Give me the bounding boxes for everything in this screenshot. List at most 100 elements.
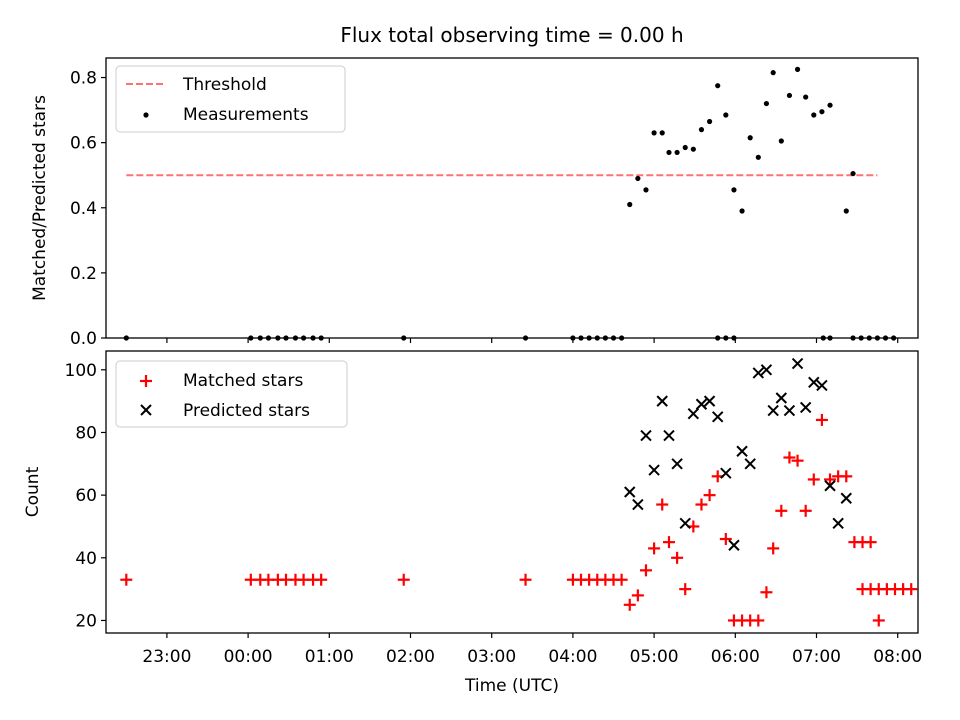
x-tick-label: 08:00	[873, 647, 922, 667]
predicted-star-point	[791, 357, 804, 370]
matched-star-point	[679, 583, 692, 596]
measurement-point	[827, 102, 833, 108]
measurement-point	[778, 138, 784, 144]
matched-star-point	[656, 498, 669, 511]
x-tick-label: 07:00	[792, 647, 841, 667]
matched-star-point	[760, 586, 773, 599]
bottom-axes-frame	[105, 350, 919, 634]
measurement-point	[690, 146, 696, 152]
predicted-star-point	[711, 411, 724, 423]
measurement-point	[770, 70, 776, 76]
top-y-axis-label: Matched/Predicted stars	[30, 95, 50, 301]
x-tick-label: 00:00	[224, 647, 273, 667]
measurement-point	[803, 94, 809, 100]
matched-star-point	[872, 614, 885, 627]
bottom-x-ticks: 23:00 00:00 01:00 02:00 03:00 04:00 05:00 06:00…	[142, 633, 922, 667]
matched-star-point	[639, 564, 652, 577]
measurement-point	[635, 175, 641, 182]
bottom-y-tick-label: 60	[75, 486, 97, 506]
matched-star-point	[815, 413, 828, 426]
measurement-point	[674, 149, 680, 156]
measurement-point	[731, 187, 737, 193]
x-tick-label: 05:00	[630, 647, 679, 667]
matched-star-point	[824, 473, 837, 486]
x-tick-label: 06:00	[711, 647, 760, 667]
legend-measurements-swatch	[143, 112, 149, 118]
predicted-star-point	[671, 458, 683, 470]
top-legend: Threshold Measurements	[115, 65, 346, 133]
matched-star-point	[623, 598, 636, 611]
measurement-point	[651, 130, 657, 136]
measurement-point	[747, 135, 753, 141]
measurement-point	[659, 130, 665, 136]
x-tick-label: 02:00	[386, 647, 435, 667]
matched-star-point	[872, 583, 885, 596]
x-tick-label: 01:00	[305, 647, 354, 667]
matched-star-point	[631, 589, 644, 602]
predicted-star-point	[744, 458, 756, 470]
matched-star-point	[120, 573, 133, 586]
predicted-star-point	[728, 539, 740, 551]
bottom-panel: 20 40 60 80 100 23:00 00:00 01:00 02:00 03:00 04:…	[23, 350, 922, 696]
bottom-marks	[120, 357, 918, 627]
measurement-point	[819, 109, 825, 115]
x-tick-label: 23:00	[142, 647, 191, 667]
matched-star-point	[799, 504, 812, 517]
matched-star-point	[767, 542, 780, 555]
matched-star-point	[671, 551, 684, 564]
legend-predicted-label: Predicted stars	[183, 401, 310, 421]
predicted-star-point	[632, 498, 644, 511]
top-x-ticks	[166, 338, 899, 343]
predicted-star-point	[648, 464, 660, 476]
predicted-star-point	[679, 517, 691, 530]
measurement-point	[715, 83, 721, 89]
bottom-y-tick-label: 20	[75, 611, 97, 631]
measurement-point	[811, 112, 817, 118]
legend-threshold-label: Threshold	[182, 75, 267, 95]
measurement-point	[723, 112, 729, 118]
measurement-point	[627, 201, 633, 208]
measurement-point	[698, 127, 705, 133]
top-y-tick-label: 0.8	[70, 69, 97, 89]
matched-star-point	[791, 454, 804, 467]
top-y-tick-label: 0.4	[70, 199, 97, 219]
bottom-y-axis-label: Count	[23, 466, 43, 517]
matched-star-point	[662, 536, 675, 549]
top-y-tick-label: 0.0	[70, 329, 97, 349]
top-panel: 0.00.20.40.60.8 Matched/Predicted stars …	[30, 57, 919, 349]
predicted-star-point	[783, 404, 796, 417]
measurement-point	[850, 170, 856, 177]
measurement-point	[786, 92, 793, 99]
predicted-star-point	[760, 364, 773, 376]
measurement-point	[643, 187, 649, 193]
measurement-point	[666, 149, 672, 156]
bottom-legend: Matched stars Predicted stars	[115, 360, 348, 428]
predicted-star-point	[720, 467, 732, 479]
measurement-point	[843, 208, 849, 214]
matched-star-point	[397, 573, 410, 586]
bottom-y-tick-label: 40	[75, 549, 97, 569]
matched-star-point	[695, 498, 708, 511]
measurement-point	[763, 100, 770, 107]
predicted-star-point	[736, 445, 748, 457]
predicted-star-point	[816, 379, 828, 392]
legend-matched-swatch	[140, 375, 152, 387]
matched-star-point	[648, 542, 661, 555]
predicted-star-point	[695, 398, 708, 410]
matched-star-point	[703, 489, 716, 502]
matched-star-point	[840, 470, 853, 483]
top-axes-frame	[105, 57, 919, 339]
matched-star-point	[719, 533, 732, 545]
top-y-tick-label: 0.2	[70, 264, 97, 284]
matched-star-point	[615, 573, 628, 586]
measurement-point	[794, 66, 801, 72]
predicted-star-point	[767, 404, 779, 417]
matched-star-point	[905, 583, 918, 596]
predicted-star-point	[624, 486, 636, 498]
matched-star-point	[807, 473, 820, 486]
bottom-legend-box	[115, 360, 348, 428]
predicted-star-point	[752, 367, 765, 379]
matched-star-point	[519, 573, 532, 586]
measurement-point	[755, 154, 761, 160]
